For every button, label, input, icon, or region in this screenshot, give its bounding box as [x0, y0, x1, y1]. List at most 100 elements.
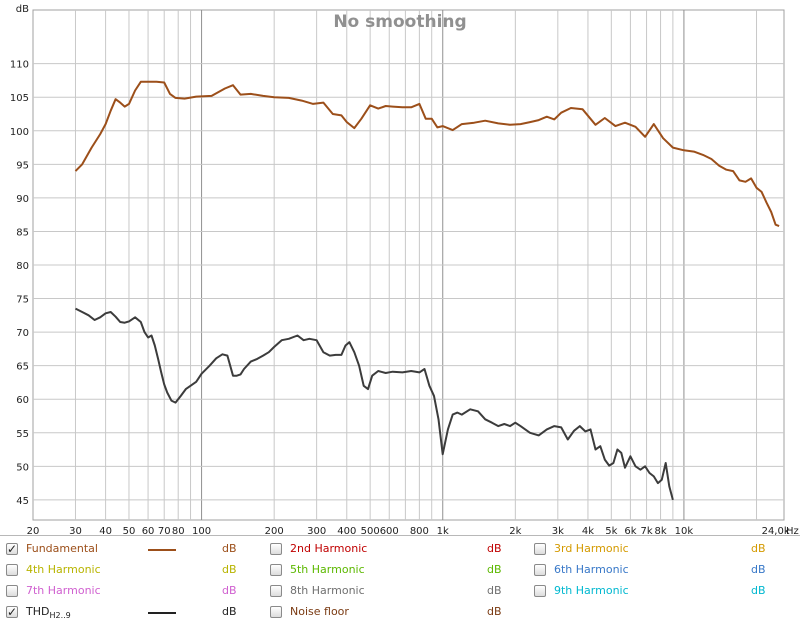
legend-item-fundamental: Fundamental dB [6, 542, 242, 560]
4th-harmonic-checkbox[interactable] [6, 564, 18, 576]
legend-unit: dB [222, 542, 237, 555]
legend-label: Noise floor [290, 605, 349, 618]
x-tick-label: 70 [158, 526, 171, 535]
x-tick-label: 600 [380, 526, 399, 535]
legend-label-text: Noise floor [290, 605, 349, 618]
7th-harmonic-checkbox[interactable] [6, 585, 18, 597]
legend-label: 6th Harmonic [554, 563, 629, 576]
legend-item-9th-harmonic: 9th Harmonic dB [534, 584, 771, 602]
legend-unit: dB [751, 563, 766, 576]
x-tick-label: 3k [552, 526, 564, 535]
legend-line-swatch [148, 612, 176, 614]
legend-label-text: 7th Harmonic [26, 584, 101, 597]
y-tick-label: 45 [16, 496, 29, 507]
legend-panel: Fundamental dB 2nd Harmonic dB 3rd Harmonic d… [0, 535, 800, 625]
y-tick-label: 85 [16, 227, 29, 238]
x-tick-label: 100 [192, 526, 211, 535]
series-line-fundamental [74, 80, 780, 228]
legend-unit: dB [487, 605, 502, 618]
x-tick-label: 80 [172, 526, 185, 535]
legend-unit: dB [222, 563, 237, 576]
legend-unit: dB [751, 584, 766, 597]
legend-unit: dB [751, 542, 766, 555]
legend-item-noise-floor: Noise floor dB [270, 605, 507, 623]
legend-item-2nd-harmonic: 2nd Harmonic dB [270, 542, 507, 560]
legend-label: 2nd Harmonic [290, 542, 367, 555]
series-line-thd [75, 307, 674, 501]
y-tick-label: 95 [16, 160, 29, 171]
x-tick-label: 200 [265, 526, 284, 535]
x-tick-label: 5k [605, 526, 617, 535]
y-axis-label: dB [16, 4, 29, 15]
y-tick-label: 55 [16, 429, 29, 440]
x-tick-label: 400 [337, 526, 356, 535]
legend-label: 8th Harmonic [290, 584, 365, 597]
y-tick-label: 65 [16, 362, 29, 373]
3rd-harmonic-checkbox[interactable] [534, 543, 546, 555]
x-tick-label: 30 [69, 526, 82, 535]
legend-item-7th-harmonic: 7th Harmonic dB [6, 584, 242, 602]
chart-area: 45 50 55 60 65 70 75 80 85 90 95 100 105 110 dB 20 30 40 5… [0, 0, 800, 535]
x-tick-label: 1k [437, 526, 449, 535]
legend-label: Fundamental [26, 542, 98, 555]
legend-label: 7th Harmonic [26, 584, 101, 597]
y-tick-label: 80 [16, 261, 29, 272]
frequency-response-chart: 45 50 55 60 65 70 75 80 85 90 95 100 105 110 dB 20 30 40 5… [10, 4, 799, 535]
legend-item-8th-harmonic: 8th Harmonic dB [270, 584, 507, 602]
x-tick-label: 50 [123, 526, 136, 535]
y-tick-label: 90 [16, 194, 29, 205]
9th-harmonic-checkbox[interactable] [534, 585, 546, 597]
legend-label: 9th Harmonic [554, 584, 629, 597]
fundamental-checkbox[interactable] [6, 543, 18, 555]
x-tick-label: 20 [27, 526, 40, 535]
x-tick-label: 40 [99, 526, 112, 535]
legend-label: 3rd Harmonic [554, 542, 629, 555]
x-tick-label: 300 [307, 526, 326, 535]
legend-label-text: 8th Harmonic [290, 584, 365, 597]
legend-label: THDH2..9 [26, 605, 71, 620]
legend-label: 4th Harmonic [26, 563, 101, 576]
x-axis-unit: Hz [786, 526, 799, 535]
noise-floor-checkbox[interactable] [270, 606, 282, 618]
thd-checkbox[interactable] [6, 606, 18, 618]
legend-label-text: 3rd Harmonic [554, 542, 629, 555]
legend-unit: dB [487, 563, 502, 576]
y-tick-label: 75 [16, 295, 29, 306]
legend-label: 5th Harmonic [290, 563, 365, 576]
legend-unit: dB [222, 584, 237, 597]
6th-harmonic-checkbox[interactable] [534, 564, 546, 576]
8th-harmonic-checkbox[interactable] [270, 585, 282, 597]
chart-title: No smoothing [333, 12, 466, 32]
x-tick-label: 24,0k [762, 526, 790, 535]
x-tick-label: 60 [142, 526, 155, 535]
legend-label-text: THD [26, 605, 50, 618]
x-tick-label: 2k [509, 526, 521, 535]
y-tick-label: 105 [10, 93, 29, 104]
x-tick-label: 8k [654, 526, 666, 535]
legend-item-6th-harmonic: 6th Harmonic dB [534, 563, 771, 581]
legend-unit: dB [487, 542, 502, 555]
y-tick-label: 110 [10, 60, 29, 71]
5th-harmonic-checkbox[interactable] [270, 564, 282, 576]
x-tick-label: 6k [624, 526, 636, 535]
x-tick-label: 10k [675, 526, 694, 535]
legend-label-subscript: H2..9 [49, 611, 71, 621]
legend-label-text: 2nd Harmonic [290, 542, 368, 555]
2nd-harmonic-checkbox[interactable] [270, 543, 282, 555]
x-tick-label: 500 [361, 526, 380, 535]
legend-line-swatch [148, 549, 176, 551]
y-tick-label: 50 [16, 462, 29, 473]
legend-item-3rd-harmonic: 3rd Harmonic dB [534, 542, 771, 560]
legend-unit: dB [222, 605, 237, 618]
x-tick-label: 4k [582, 526, 594, 535]
y-tick-label: 100 [10, 127, 29, 138]
legend-unit: dB [487, 584, 502, 597]
legend-label-text: 4th Harmonic [26, 563, 101, 576]
legend-item-thd: THDH2..9 dB [6, 605, 242, 623]
legend-label-text: 9th Harmonic [554, 584, 629, 597]
legend-label-text: 6th Harmonic [554, 563, 629, 576]
x-tick-label: 800 [410, 526, 429, 535]
legend-item-5th-harmonic: 5th Harmonic dB [270, 563, 507, 581]
y-tick-label: 70 [16, 328, 29, 339]
legend-label-text: 5th Harmonic [290, 563, 365, 576]
